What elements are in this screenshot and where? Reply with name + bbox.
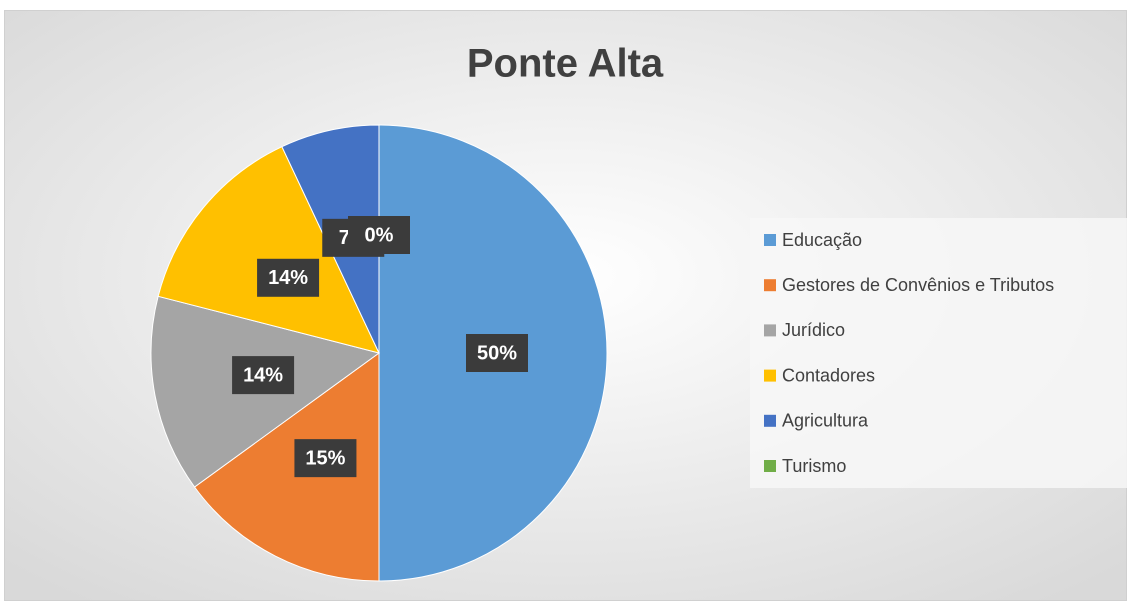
- data-label: 14%: [232, 356, 295, 395]
- data-label-box: [232, 356, 295, 395]
- legend-box: [750, 218, 1127, 488]
- data-label-box: [257, 258, 320, 297]
- legend-label: Gestores de Convênios e Tributos: [782, 275, 1054, 295]
- chart-title: Ponte Alta: [467, 42, 664, 86]
- pie-slice: [193, 352, 380, 582]
- legend-swatch: [764, 234, 776, 246]
- data-label-box: [348, 216, 410, 254]
- legend-swatch: [764, 414, 776, 427]
- legend-label: Agricultura: [782, 411, 869, 431]
- pie-slice: [157, 146, 380, 354]
- data-label-text: 15%: [305, 447, 345, 469]
- data-label-text: 50%: [477, 342, 517, 364]
- legend-label: Contadores: [782, 365, 875, 385]
- legend-label: Jurídico: [782, 320, 845, 340]
- legend-swatch: [764, 460, 776, 472]
- data-label-box: [294, 439, 357, 478]
- data-label: 15%: [294, 439, 357, 478]
- data-label: 50%: [466, 334, 528, 372]
- legend-swatch: [764, 279, 776, 292]
- data-label-text: 14%: [243, 364, 283, 386]
- data-label-text: 14%: [268, 267, 308, 289]
- data-label-box: [466, 334, 528, 372]
- data-label-text: 0%: [365, 224, 394, 246]
- data-label: 0%: [348, 216, 410, 254]
- legend-swatch: [764, 369, 776, 382]
- legend-swatch: [764, 324, 776, 337]
- legend-label: Turismo: [782, 456, 846, 476]
- data-label: 14%: [257, 258, 320, 297]
- legend-label: Educação: [782, 230, 862, 250]
